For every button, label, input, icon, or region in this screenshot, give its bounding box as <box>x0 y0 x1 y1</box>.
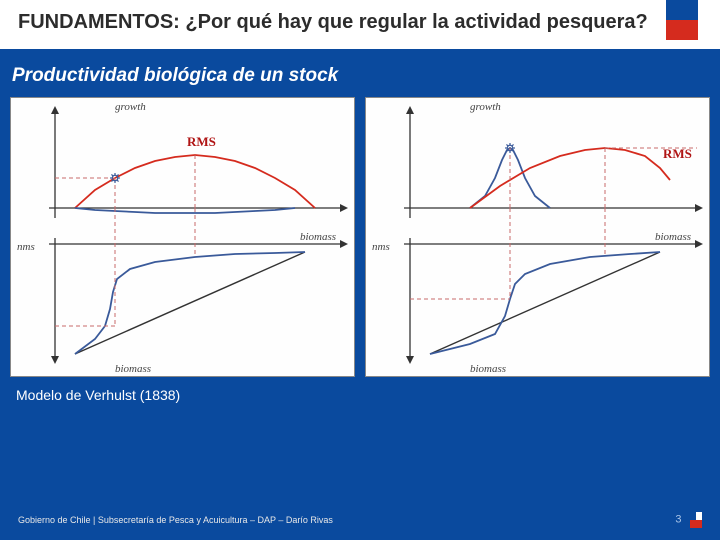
svg-text:growth: growth <box>115 101 146 113</box>
slide-title: FUNDAMENTOS: ¿Por qué hay que regular la… <box>18 10 702 35</box>
svg-text:nms: nms <box>17 241 35 253</box>
caption-text: Modelo de Verhulst (1838) <box>16 387 180 403</box>
footer-text: Gobierno de Chile | Subsecretaría de Pes… <box>18 515 333 525</box>
svg-text:biomass: biomass <box>470 363 506 375</box>
svg-text:growth: growth <box>470 101 501 113</box>
page-number: 3 <box>675 513 681 525</box>
svg-text:biomass: biomass <box>115 363 151 375</box>
svg-text:biomass: biomass <box>300 231 336 243</box>
title-accent-flag <box>666 0 698 40</box>
title-bar: FUNDAMENTOS: ¿Por qué hay que regular la… <box>0 0 720 49</box>
flag-icon <box>666 0 698 40</box>
svg-text:nms: nms <box>372 241 390 253</box>
footer-flag-icon <box>690 512 702 528</box>
svg-text:RMS: RMS <box>187 134 216 149</box>
charts-row: RMS growth nms biomass biomass RMS growth nms b… <box>0 93 720 377</box>
chart-right: RMS growth nms biomass biomass <box>365 97 710 377</box>
svg-text:RMS: RMS <box>663 146 692 161</box>
caption-area: Modelo de Verhulst (1838) <box>0 377 720 405</box>
svg-text:biomass: biomass <box>655 231 691 243</box>
slide-subtitle: Productividad biológica de un stock <box>12 65 708 87</box>
chart-left: RMS growth nms biomass biomass <box>10 97 355 377</box>
subtitle-area: Productividad biológica de un stock <box>0 49 720 93</box>
footer: Gobierno de Chile | Subsecretaría de Pes… <box>18 512 702 528</box>
